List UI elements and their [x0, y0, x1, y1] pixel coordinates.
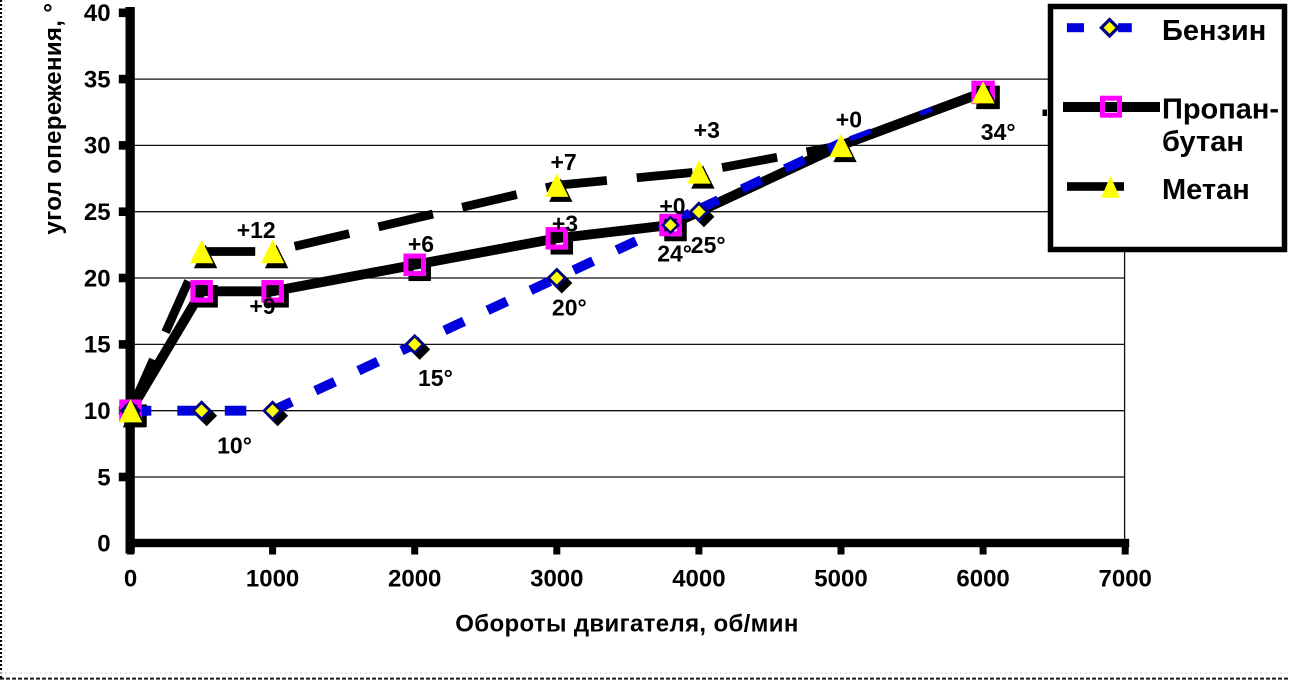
svg-text:+9: +9 — [249, 293, 275, 319]
svg-text:7000: 7000 — [1099, 566, 1152, 593]
svg-text:угол опережения, °: угол опережения, ° — [40, 3, 67, 235]
svg-text:1000: 1000 — [246, 566, 299, 593]
svg-text:40: 40 — [84, 0, 111, 27]
svg-text:бутан: бутан — [1162, 126, 1244, 158]
svg-text:30: 30 — [84, 133, 111, 160]
svg-text:6000: 6000 — [956, 566, 1009, 593]
svg-text:+0: +0 — [836, 106, 862, 132]
svg-text:+7: +7 — [550, 149, 576, 175]
svg-text:15°: 15° — [418, 365, 453, 391]
svg-text:Метан: Метан — [1162, 174, 1250, 206]
svg-text:+3: +3 — [552, 211, 578, 237]
svg-text:Бензин: Бензин — [1162, 15, 1266, 47]
svg-text:0: 0 — [124, 566, 137, 593]
svg-text:34°: 34° — [981, 119, 1016, 145]
svg-text:3000: 3000 — [530, 566, 583, 593]
svg-text:Обороты двигателя, об/мин: Обороты двигателя, об/мин — [455, 611, 798, 638]
svg-text:5: 5 — [97, 464, 110, 491]
svg-text:20: 20 — [84, 265, 111, 292]
svg-text:10°: 10° — [217, 432, 252, 458]
svg-text:+12: +12 — [237, 217, 276, 243]
svg-text:5000: 5000 — [814, 566, 867, 593]
svg-text:Пропан-: Пропан- — [1162, 93, 1279, 125]
svg-text:+6: +6 — [408, 231, 434, 257]
svg-text:15: 15 — [84, 332, 111, 359]
svg-text:24°: 24° — [657, 240, 692, 266]
svg-text:25: 25 — [84, 199, 111, 226]
svg-text:+0: +0 — [659, 193, 685, 219]
svg-text:25°: 25° — [691, 232, 726, 258]
svg-text:2000: 2000 — [388, 566, 441, 593]
svg-text:+3: +3 — [694, 117, 720, 143]
svg-text:4000: 4000 — [672, 566, 725, 593]
svg-text:20°: 20° — [552, 294, 587, 320]
svg-text:10: 10 — [84, 398, 111, 425]
svg-text:35: 35 — [84, 66, 111, 93]
svg-text:0: 0 — [97, 531, 110, 558]
